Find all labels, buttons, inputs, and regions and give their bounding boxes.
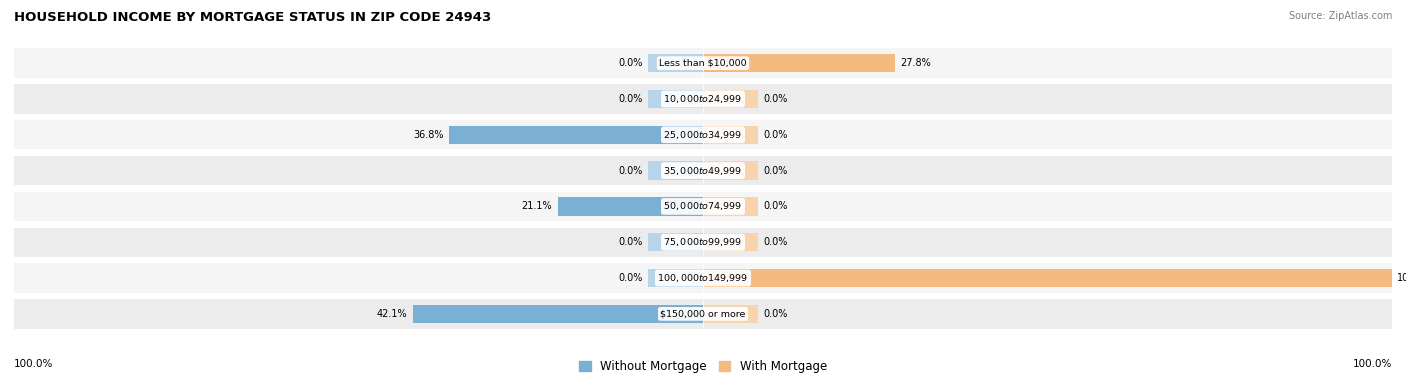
Text: 100.0%: 100.0% [1398, 273, 1406, 283]
Text: $75,000 to $99,999: $75,000 to $99,999 [664, 236, 742, 248]
Text: 0.0%: 0.0% [619, 94, 643, 104]
Bar [703, 126, 758, 144]
Text: HOUSEHOLD INCOME BY MORTGAGE STATUS IN ZIP CODE 24943: HOUSEHOLD INCOME BY MORTGAGE STATUS IN Z… [14, 11, 491, 24]
Bar [14, 156, 1392, 185]
Text: 36.8%: 36.8% [413, 130, 444, 140]
Bar [14, 120, 1392, 149]
Text: 0.0%: 0.0% [763, 309, 787, 319]
Text: 21.1%: 21.1% [522, 201, 553, 211]
Text: 0.0%: 0.0% [763, 237, 787, 247]
Text: $10,000 to $24,999: $10,000 to $24,999 [664, 93, 742, 105]
Bar [648, 233, 703, 251]
Text: Less than $10,000: Less than $10,000 [659, 59, 747, 67]
Bar [648, 269, 703, 287]
Text: $100,000 to $149,999: $100,000 to $149,999 [658, 272, 748, 284]
Bar [14, 84, 1392, 113]
Text: 0.0%: 0.0% [763, 201, 787, 211]
Text: 42.1%: 42.1% [377, 309, 408, 319]
Bar [703, 233, 758, 251]
Text: $35,000 to $49,999: $35,000 to $49,999 [664, 165, 742, 176]
Bar [14, 228, 1392, 257]
Bar [558, 197, 703, 216]
Bar [648, 54, 703, 72]
Text: $25,000 to $34,999: $25,000 to $34,999 [664, 129, 742, 141]
Text: 0.0%: 0.0% [763, 130, 787, 140]
Text: 0.0%: 0.0% [619, 273, 643, 283]
Bar [648, 161, 703, 180]
Text: 27.8%: 27.8% [900, 58, 931, 68]
Text: $150,000 or more: $150,000 or more [661, 310, 745, 318]
Bar [703, 161, 758, 180]
Bar [14, 192, 1392, 221]
Bar [413, 305, 703, 323]
Text: 0.0%: 0.0% [763, 166, 787, 176]
Bar [703, 54, 894, 72]
Bar [14, 49, 1392, 78]
Text: $50,000 to $74,999: $50,000 to $74,999 [664, 201, 742, 212]
Bar [703, 305, 758, 323]
Text: 0.0%: 0.0% [619, 166, 643, 176]
Text: 100.0%: 100.0% [1353, 359, 1392, 369]
Bar [703, 197, 758, 216]
Bar [703, 269, 1392, 287]
Bar [450, 126, 703, 144]
Bar [14, 264, 1392, 293]
Bar [703, 90, 758, 108]
Text: Source: ZipAtlas.com: Source: ZipAtlas.com [1288, 11, 1392, 21]
Text: 100.0%: 100.0% [14, 359, 53, 369]
Text: 0.0%: 0.0% [763, 94, 787, 104]
Text: 0.0%: 0.0% [619, 58, 643, 68]
Bar [14, 299, 1392, 328]
Legend: Without Mortgage, With Mortgage: Without Mortgage, With Mortgage [574, 355, 832, 377]
Bar [648, 90, 703, 108]
Text: 0.0%: 0.0% [619, 237, 643, 247]
